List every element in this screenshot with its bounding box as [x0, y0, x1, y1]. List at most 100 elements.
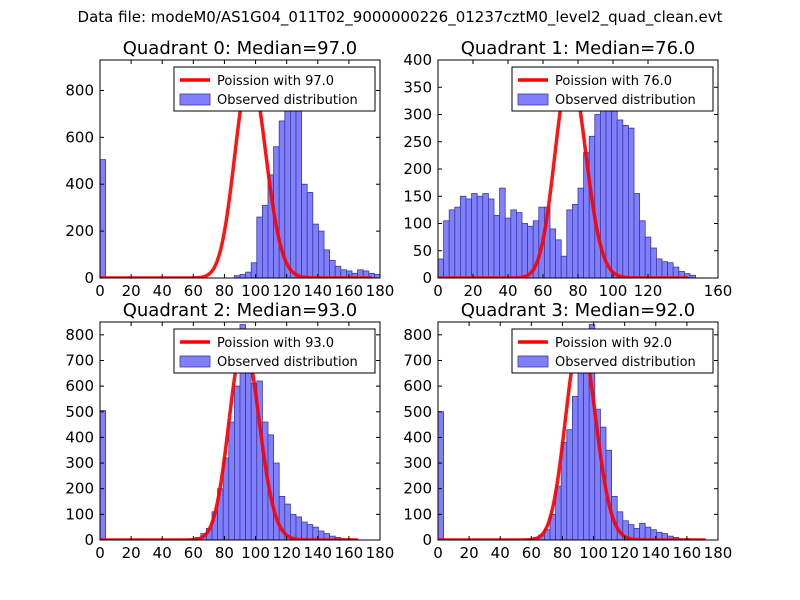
y-tick-label: 400 — [403, 428, 432, 446]
y-tick-label: 500 — [403, 403, 432, 421]
histogram-bar — [454, 206, 461, 278]
subplot-quadrant-0: 0 20 40 60 80 100 120 140 160 180 0 200 400 600 800 Qua… — [65, 38, 394, 300]
x-tick-label: 0 — [433, 282, 443, 300]
x-tick-label: 180 — [366, 282, 395, 300]
histogram-bar — [661, 261, 668, 278]
x-tick-label: 160 — [335, 544, 364, 562]
legend-curve-label: Poission with 97.0 — [217, 74, 334, 89]
histogram-bar — [611, 92, 618, 278]
histogram-bar — [438, 411, 444, 540]
figure-suptitle: Data file: modeM0/AS1G04_011T02_90000002… — [77, 8, 723, 26]
x-tick-label: 140 — [303, 544, 332, 562]
y-tick-label: 500 — [65, 403, 94, 421]
x-tick-label: 20 — [463, 282, 482, 300]
histogram-bar — [560, 255, 568, 278]
x-tick-label: 60 — [184, 282, 203, 300]
y-tick-label: 600 — [65, 128, 94, 146]
axes-frame — [437, 321, 719, 541]
histogram-bar — [245, 271, 252, 278]
histogram-bar — [605, 86, 612, 278]
histogram-bar — [572, 204, 579, 278]
y-tick-label: 400 — [65, 175, 94, 193]
y-tick-label: 200 — [403, 480, 432, 498]
legend-hist-swatch — [517, 355, 549, 368]
x-tick-label: 40 — [153, 282, 172, 300]
legend: Poission with 97.0 Observed distribution — [173, 66, 376, 112]
x-tick-label: 120 — [610, 544, 639, 562]
y-tick-label: 200 — [65, 480, 94, 498]
x-tick-label: 80 — [553, 544, 572, 562]
histogram-bar — [465, 198, 472, 278]
histogram-bar — [306, 524, 314, 540]
histogram-bar — [459, 195, 467, 278]
y-tick-label: 200 — [403, 160, 432, 178]
histogram-bar — [471, 193, 478, 278]
histogram-bar — [555, 239, 562, 278]
y-tick-label: 100 — [403, 215, 432, 233]
histogram-bar — [100, 159, 106, 278]
histogram-bars — [100, 73, 380, 278]
x-tick-label: 180 — [704, 544, 733, 562]
histogram-bars — [438, 73, 696, 278]
y-tick-label: 600 — [403, 377, 432, 395]
legend-curve-label: Poission with 93.0 — [217, 336, 334, 351]
legend: Poission with 76.0 Observed distribution — [511, 66, 714, 112]
subplot-title: Quadrant 3: Median=92.0 — [461, 300, 696, 321]
histogram-bar — [549, 228, 556, 278]
y-tick-label: 100 — [65, 505, 94, 523]
x-tick-label: 60 — [533, 282, 552, 300]
y-tick-label: 0 — [84, 269, 94, 287]
histogram-bar — [317, 230, 325, 278]
histogram-bar — [639, 522, 646, 540]
histogram-bar — [644, 526, 652, 540]
histogram-bar — [312, 223, 319, 278]
histogram-bar — [295, 516, 302, 540]
histogram-bar — [301, 521, 308, 540]
histogram-bar — [373, 274, 380, 278]
axes-frame — [99, 59, 381, 279]
x-tick-label: 80 — [215, 544, 234, 562]
histogram-bar — [583, 365, 590, 540]
y-tick-label: 0 — [422, 269, 432, 287]
histogram-bar — [245, 352, 252, 540]
x-tick-label: 20 — [122, 544, 141, 562]
y-tick-label: 700 — [403, 351, 432, 369]
histogram-bar — [504, 217, 512, 278]
histogram-bar — [493, 214, 500, 278]
legend-hist-swatch — [179, 93, 211, 106]
x-tick-label: 160 — [673, 544, 702, 562]
x-tick-label: 60 — [184, 544, 203, 562]
histogram-bar — [510, 209, 517, 278]
x-tick-label: 0 — [433, 544, 443, 562]
histogram-bar — [233, 385, 241, 540]
x-tick-label: 160 — [704, 282, 733, 300]
histogram-bar — [572, 395, 579, 540]
legend-hist-label: Observed distribution — [217, 93, 358, 108]
y-tick-label: 300 — [65, 454, 94, 472]
histogram-bar — [482, 193, 489, 278]
x-tick-label: 80 — [568, 282, 587, 300]
x-tick-label: 180 — [366, 544, 395, 562]
subplot-title: Quadrant 0: Median=97.0 — [123, 38, 358, 59]
x-tick-label: 20 — [460, 544, 479, 562]
legend-hist-swatch — [517, 93, 549, 106]
legend-curve-label: Poission with 92.0 — [555, 336, 672, 351]
x-tick-label: 20 — [122, 282, 141, 300]
histogram-bar — [289, 92, 297, 278]
x-tick-label: 0 — [95, 544, 105, 562]
axes-frame — [99, 321, 381, 541]
y-tick-label: 0 — [84, 531, 94, 549]
y-tick-label: 0 — [422, 531, 432, 549]
y-tick-label: 200 — [65, 222, 94, 240]
poisson-curve — [100, 69, 373, 278]
legend-hist-label: Observed distribution — [555, 93, 696, 108]
histogram-bar — [622, 125, 629, 278]
y-tick-label: 400 — [65, 428, 94, 446]
y-tick-label: 800 — [65, 326, 94, 344]
histogram-bar — [100, 410, 106, 540]
histogram-bar — [261, 204, 269, 278]
y-tick-label: 300 — [403, 454, 432, 472]
y-tick-label: 800 — [403, 326, 432, 344]
histogram-bar — [256, 216, 263, 278]
